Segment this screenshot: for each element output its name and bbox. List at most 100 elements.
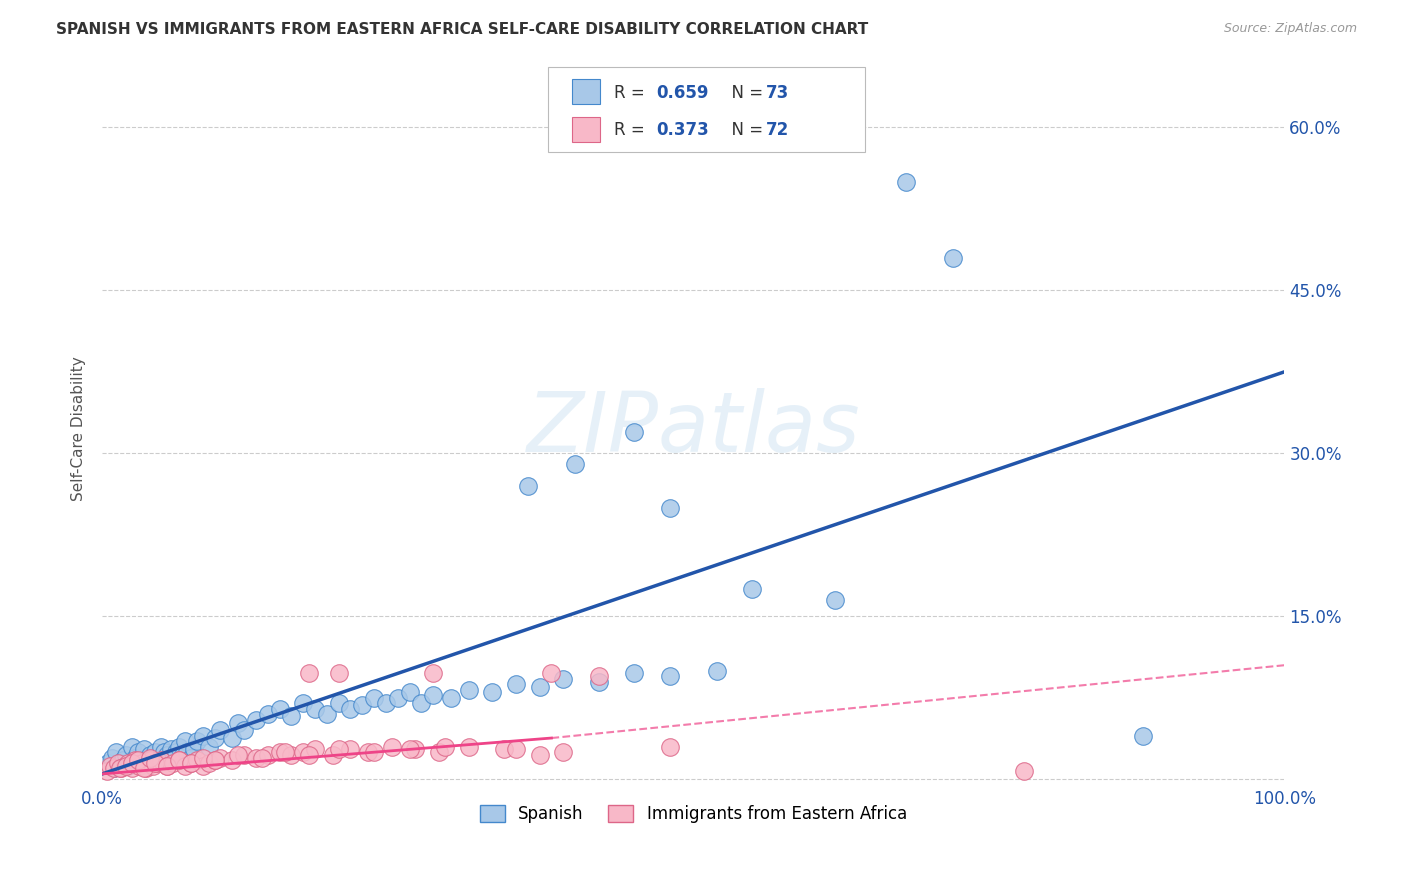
Point	[142, 759, 165, 773]
Point	[269, 745, 291, 759]
Point	[127, 745, 149, 759]
Point	[250, 750, 273, 764]
Point	[245, 750, 267, 764]
Point	[588, 669, 610, 683]
Text: R =: R =	[614, 121, 651, 139]
Y-axis label: Self-Care Disability: Self-Care Disability	[72, 357, 86, 501]
Point	[398, 685, 420, 699]
Point	[186, 734, 208, 748]
Point	[328, 696, 350, 710]
Point	[374, 696, 396, 710]
Point	[141, 750, 163, 764]
Point	[128, 759, 150, 773]
Point	[363, 745, 385, 759]
Point	[115, 748, 138, 763]
Point	[315, 707, 337, 722]
Text: 72: 72	[766, 121, 790, 139]
Point	[162, 756, 184, 770]
Point	[339, 701, 361, 715]
Point	[505, 676, 527, 690]
Point	[135, 762, 157, 776]
Point	[824, 593, 846, 607]
Point	[124, 753, 146, 767]
Point	[159, 742, 181, 756]
Point	[209, 750, 232, 764]
Point	[292, 696, 315, 710]
Text: 0.659: 0.659	[657, 84, 709, 102]
Point	[180, 756, 202, 770]
Point	[186, 753, 208, 767]
Point	[131, 756, 153, 770]
Point	[176, 745, 198, 759]
Point	[221, 731, 243, 745]
Point	[304, 742, 326, 756]
Point	[152, 745, 174, 759]
Point	[183, 742, 205, 756]
Point	[280, 709, 302, 723]
Point	[150, 753, 173, 767]
Point	[363, 690, 385, 705]
Point	[204, 731, 226, 745]
Point	[529, 748, 551, 763]
Point	[162, 753, 184, 767]
Point	[165, 745, 187, 759]
Point	[1132, 729, 1154, 743]
Point	[121, 762, 143, 776]
Point	[167, 753, 190, 767]
Point	[145, 756, 167, 770]
Point	[298, 748, 321, 763]
Point	[328, 742, 350, 756]
Point	[180, 750, 202, 764]
Point	[172, 748, 194, 763]
Point	[156, 759, 179, 773]
Point	[108, 762, 131, 776]
Point	[127, 753, 149, 767]
Point	[138, 750, 160, 764]
Point	[357, 745, 380, 759]
Point	[156, 759, 179, 773]
Point	[114, 759, 136, 773]
Legend: Spanish, Immigrants from Eastern Africa: Spanish, Immigrants from Eastern Africa	[472, 798, 914, 830]
Point	[381, 739, 404, 754]
Text: ZIPatlas: ZIPatlas	[526, 388, 860, 469]
Point	[191, 729, 214, 743]
Point	[658, 669, 681, 683]
Point	[1014, 764, 1036, 778]
Point	[623, 425, 645, 439]
Point	[191, 759, 214, 773]
Point	[553, 673, 575, 687]
Point	[138, 748, 160, 763]
Point	[209, 723, 232, 738]
Point	[167, 739, 190, 754]
Point	[233, 723, 256, 738]
Point	[132, 762, 155, 776]
Point	[121, 739, 143, 754]
Point	[150, 739, 173, 754]
Point	[481, 685, 503, 699]
Point	[387, 690, 409, 705]
Point	[256, 707, 278, 722]
Point	[398, 742, 420, 756]
Point	[623, 665, 645, 680]
Point	[457, 683, 479, 698]
Point	[440, 690, 463, 705]
Text: R =: R =	[614, 84, 651, 102]
Point	[494, 742, 516, 756]
Point	[138, 753, 160, 767]
Point	[405, 742, 427, 756]
Point	[191, 750, 214, 764]
Text: Source: ZipAtlas.com: Source: ZipAtlas.com	[1223, 22, 1357, 36]
Point	[516, 479, 538, 493]
Point	[422, 688, 444, 702]
Point	[529, 680, 551, 694]
Point	[221, 753, 243, 767]
Point	[457, 739, 479, 754]
Point	[103, 762, 125, 776]
Point	[117, 759, 139, 773]
Point	[274, 745, 297, 759]
Text: SPANISH VS IMMIGRANTS FROM EASTERN AFRICA SELF-CARE DISABILITY CORRELATION CHART: SPANISH VS IMMIGRANTS FROM EASTERN AFRIC…	[56, 22, 869, 37]
Point	[540, 665, 562, 680]
Point	[280, 748, 302, 763]
Point	[96, 764, 118, 778]
Point	[180, 756, 202, 770]
